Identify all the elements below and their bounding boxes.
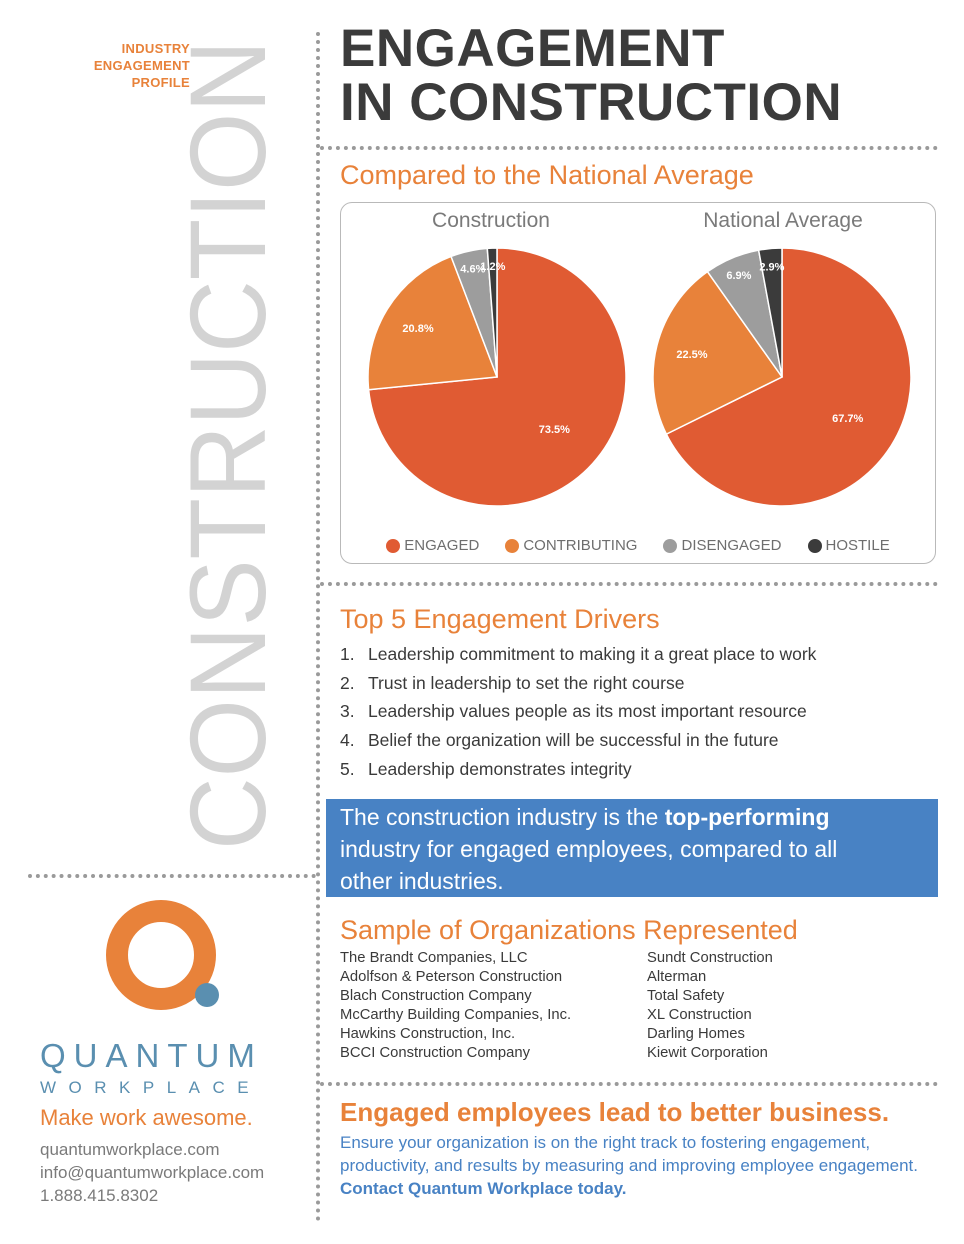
driver-text: Leadership commitment to making it a gre… <box>368 644 817 664</box>
pie-label-national-hostile: 2.9% <box>759 262 784 274</box>
legend-swatch-disengaged <box>663 538 678 553</box>
driver-number: 1. <box>340 644 355 664</box>
title-divider <box>320 146 938 150</box>
industry-profile-label: INDUSTRY ENGAGEMENT PROFILE <box>40 40 190 91</box>
pie-slice-construction-hostile <box>486 247 498 378</box>
drivers-heading: Top 5 Engagement Drivers <box>340 604 660 634</box>
legend-label-contributing: CONTRIBUTING <box>523 537 638 554</box>
title-line-1: ENGAGEMENT <box>340 19 725 78</box>
legend-disengaged: DISENGAGED <box>663 537 782 554</box>
contact-call-to-action[interactable]: Contact Quantum Workplace today. <box>340 1179 627 1198</box>
vertical-industry-word: CONSTRUCTION <box>180 40 280 850</box>
title-line-2: IN CONSTRUCTION <box>340 73 843 132</box>
driver-number: 3. <box>340 701 355 722</box>
organization-left-4: McCarthy Building Companies, Inc. <box>340 1007 572 1023</box>
list-item: 2. Trust in leadership to set the right c… <box>340 669 816 698</box>
pie-label-national-engaged: 67.7% <box>832 413 863 425</box>
drivers-list: 1. Leadership commitment to making it a g… <box>340 640 816 783</box>
legend-hostile: HOSTILE <box>807 537 890 554</box>
pie-label-construction-engaged: 73.5% <box>539 424 570 436</box>
driver-number: 5. <box>340 758 355 779</box>
organization-right-2: Alterman <box>647 969 707 985</box>
organization-left-3: Blach Construction Company <box>340 988 532 1004</box>
logo-ring <box>106 900 216 1010</box>
organization-right-5: Darling Homes <box>647 1026 745 1042</box>
logo-dot <box>195 983 219 1007</box>
driver-text: Belief the organization will be successf… <box>368 730 779 751</box>
organizations-right-column: Sundt Construction Alterman Total Safety XL… <box>647 949 773 1063</box>
pie-slice-construction-contributing <box>367 255 499 391</box>
list-item: 1. Leadership commitment to making it a g… <box>340 640 816 669</box>
brand-tagline: Make work awesome. <box>40 1105 253 1130</box>
pie-label-construction-disengaged: 4.6% <box>460 264 485 276</box>
legend-label-disengaged: DISENGAGED <box>681 537 782 554</box>
legend-label-hostile: HOSTILE <box>825 537 890 554</box>
organization-left-5: Hawkins Construction, Inc. <box>340 1026 516 1042</box>
driver-text: Leadership values people as its most imp… <box>368 701 807 722</box>
organizations-left-column: The Brandt Companies, LLC Adolfson & Pete… <box>340 949 571 1063</box>
brand-subname: WORKPLACE <box>40 1078 262 1097</box>
quantum-logo <box>106 900 219 1010</box>
pie-title-national: National Average <box>703 209 863 232</box>
pie-slice-national-contributing <box>652 270 784 436</box>
legend-swatch-hostile <box>807 538 822 553</box>
organization-left-6: BCCI Construction Company <box>340 1045 530 1061</box>
callout-emphasis: top-performing <box>664 804 830 830</box>
profile-line-1: INDUSTRY <box>121 41 190 56</box>
pie-slice-national-engaged <box>665 247 912 507</box>
driver-text: Trust in leadership to set the right cou… <box>368 672 685 693</box>
highlight-callout: The construction industry is the top-per… <box>326 799 938 897</box>
pie-label-national-contributing: 22.5% <box>676 349 707 361</box>
organization-right-4: XL Construction <box>647 1007 752 1023</box>
legend-swatch-engaged <box>386 538 401 553</box>
pie-chart-panel: Construction National Average 73.5% 20.8%… <box>340 202 936 564</box>
profile-line-2: ENGAGEMENT <box>93 58 190 73</box>
organizations-heading: Sample of Organizations Represented <box>340 915 798 945</box>
chart-legend: ENGAGED CONTRIBUTING DISENGAGED HOSTILE <box>341 537 935 554</box>
email-link[interactable]: info@quantumworkplace.com <box>40 1163 265 1182</box>
profile-line-3: PROFILE <box>131 75 190 90</box>
pie-label-construction-contributing: 20.8% <box>402 323 433 335</box>
callout-text-after: industry for engaged employees, compared… <box>340 836 838 894</box>
legend-engaged: ENGAGED <box>386 537 479 554</box>
organization-right-1: Sundt Construction <box>647 950 773 966</box>
callout-text: The construction industry is the top-per… <box>340 801 860 897</box>
cta-heading: Engaged employees lead to better busines… <box>340 1097 890 1127</box>
list-item: 4. Belief the organization will be succes… <box>340 726 816 755</box>
pie-label-construction-hostile: 1.2% <box>480 261 505 273</box>
chart-divider <box>320 582 938 586</box>
cta-divider <box>320 1082 938 1086</box>
legend-swatch-contributing <box>505 538 520 553</box>
list-item: 5. Leadership demonstrates integrity <box>340 755 816 784</box>
organization-left-2: Adolfson & Peterson Construction <box>340 969 563 985</box>
legend-contributing: CONTRIBUTING <box>505 537 637 554</box>
legend-label-engaged: ENGAGED <box>404 537 480 554</box>
comparison-heading: Compared to the National Average <box>340 160 754 190</box>
left-divider <box>28 874 316 878</box>
driver-number: 2. <box>340 672 355 693</box>
organization-right-3: Total Safety <box>647 988 725 1004</box>
pie-label-national-disengaged: 6.9% <box>726 270 751 282</box>
page-title: ENGAGEMENT IN CONSTRUCTION <box>340 22 842 130</box>
cta-body-text: Ensure your organization is on the right… <box>340 1133 918 1175</box>
brand-name: QUANTUM <box>40 1037 263 1074</box>
callout-text-before: The construction industry is the <box>340 804 665 830</box>
phone-number: 1.888.415.8302 <box>40 1186 159 1205</box>
pie-charts: 73.5% 20.8% 4.6%1.2% 67.7% 22.5% 6.9% 2.9% <box>367 247 912 507</box>
organization-right-6: Kiewit Corporation <box>647 1045 768 1061</box>
driver-number: 4. <box>340 730 355 751</box>
website-link[interactable]: quantumworkplace.com <box>40 1140 220 1159</box>
vertical-word-text: CONSTRUCTION <box>180 40 280 850</box>
pie-slice-national-hostile <box>757 247 783 378</box>
vertical-divider <box>316 32 320 1222</box>
cta-body: Ensure your organization is on the right… <box>340 1131 940 1200</box>
organization-left-1: The Brandt Companies, LLC <box>340 950 528 966</box>
driver-text: Leadership demonstrates integrity <box>368 758 632 779</box>
pie-title-construction: Construction <box>432 209 550 232</box>
list-item: 3. Leadership values people as its most i… <box>340 697 816 726</box>
